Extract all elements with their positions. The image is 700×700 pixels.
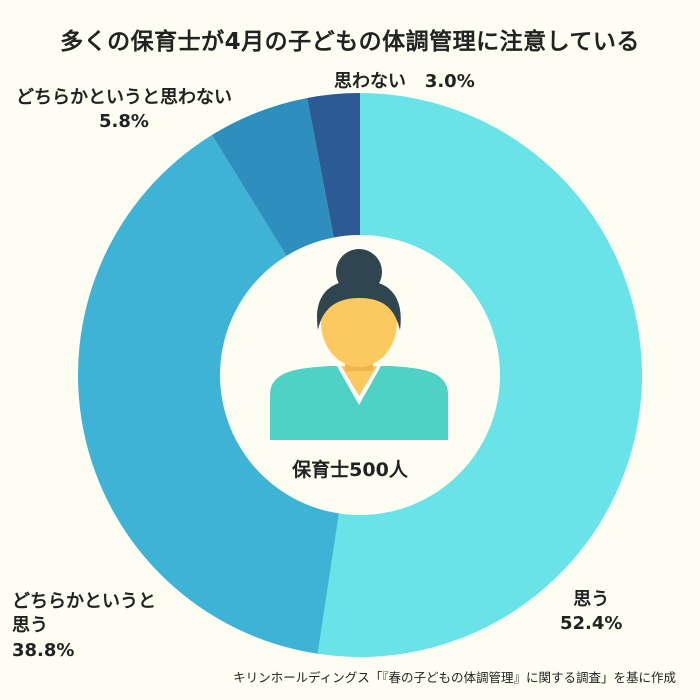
slice-label-omowanai: 思わない 3.0% — [334, 71, 475, 92]
slice-label-dochiraka-omou: どちらかというと 思う 38.8% — [12, 591, 156, 661]
chart-title: 多くの保育士が4月の子どもの体調管理に注意している — [60, 29, 640, 55]
slice-label-dochiraka-omowanai: どちらかというと思わない 5.8% — [16, 87, 232, 133]
source-note: キリンホールディングス「『春の子どもの体調管理』に関する調査」を基に作成 — [233, 670, 676, 685]
slice-label-omou: 思う 52.4% — [560, 589, 623, 635]
center-label: 保育士500人 — [292, 459, 408, 481]
childcare-worker-icon — [270, 249, 448, 440]
